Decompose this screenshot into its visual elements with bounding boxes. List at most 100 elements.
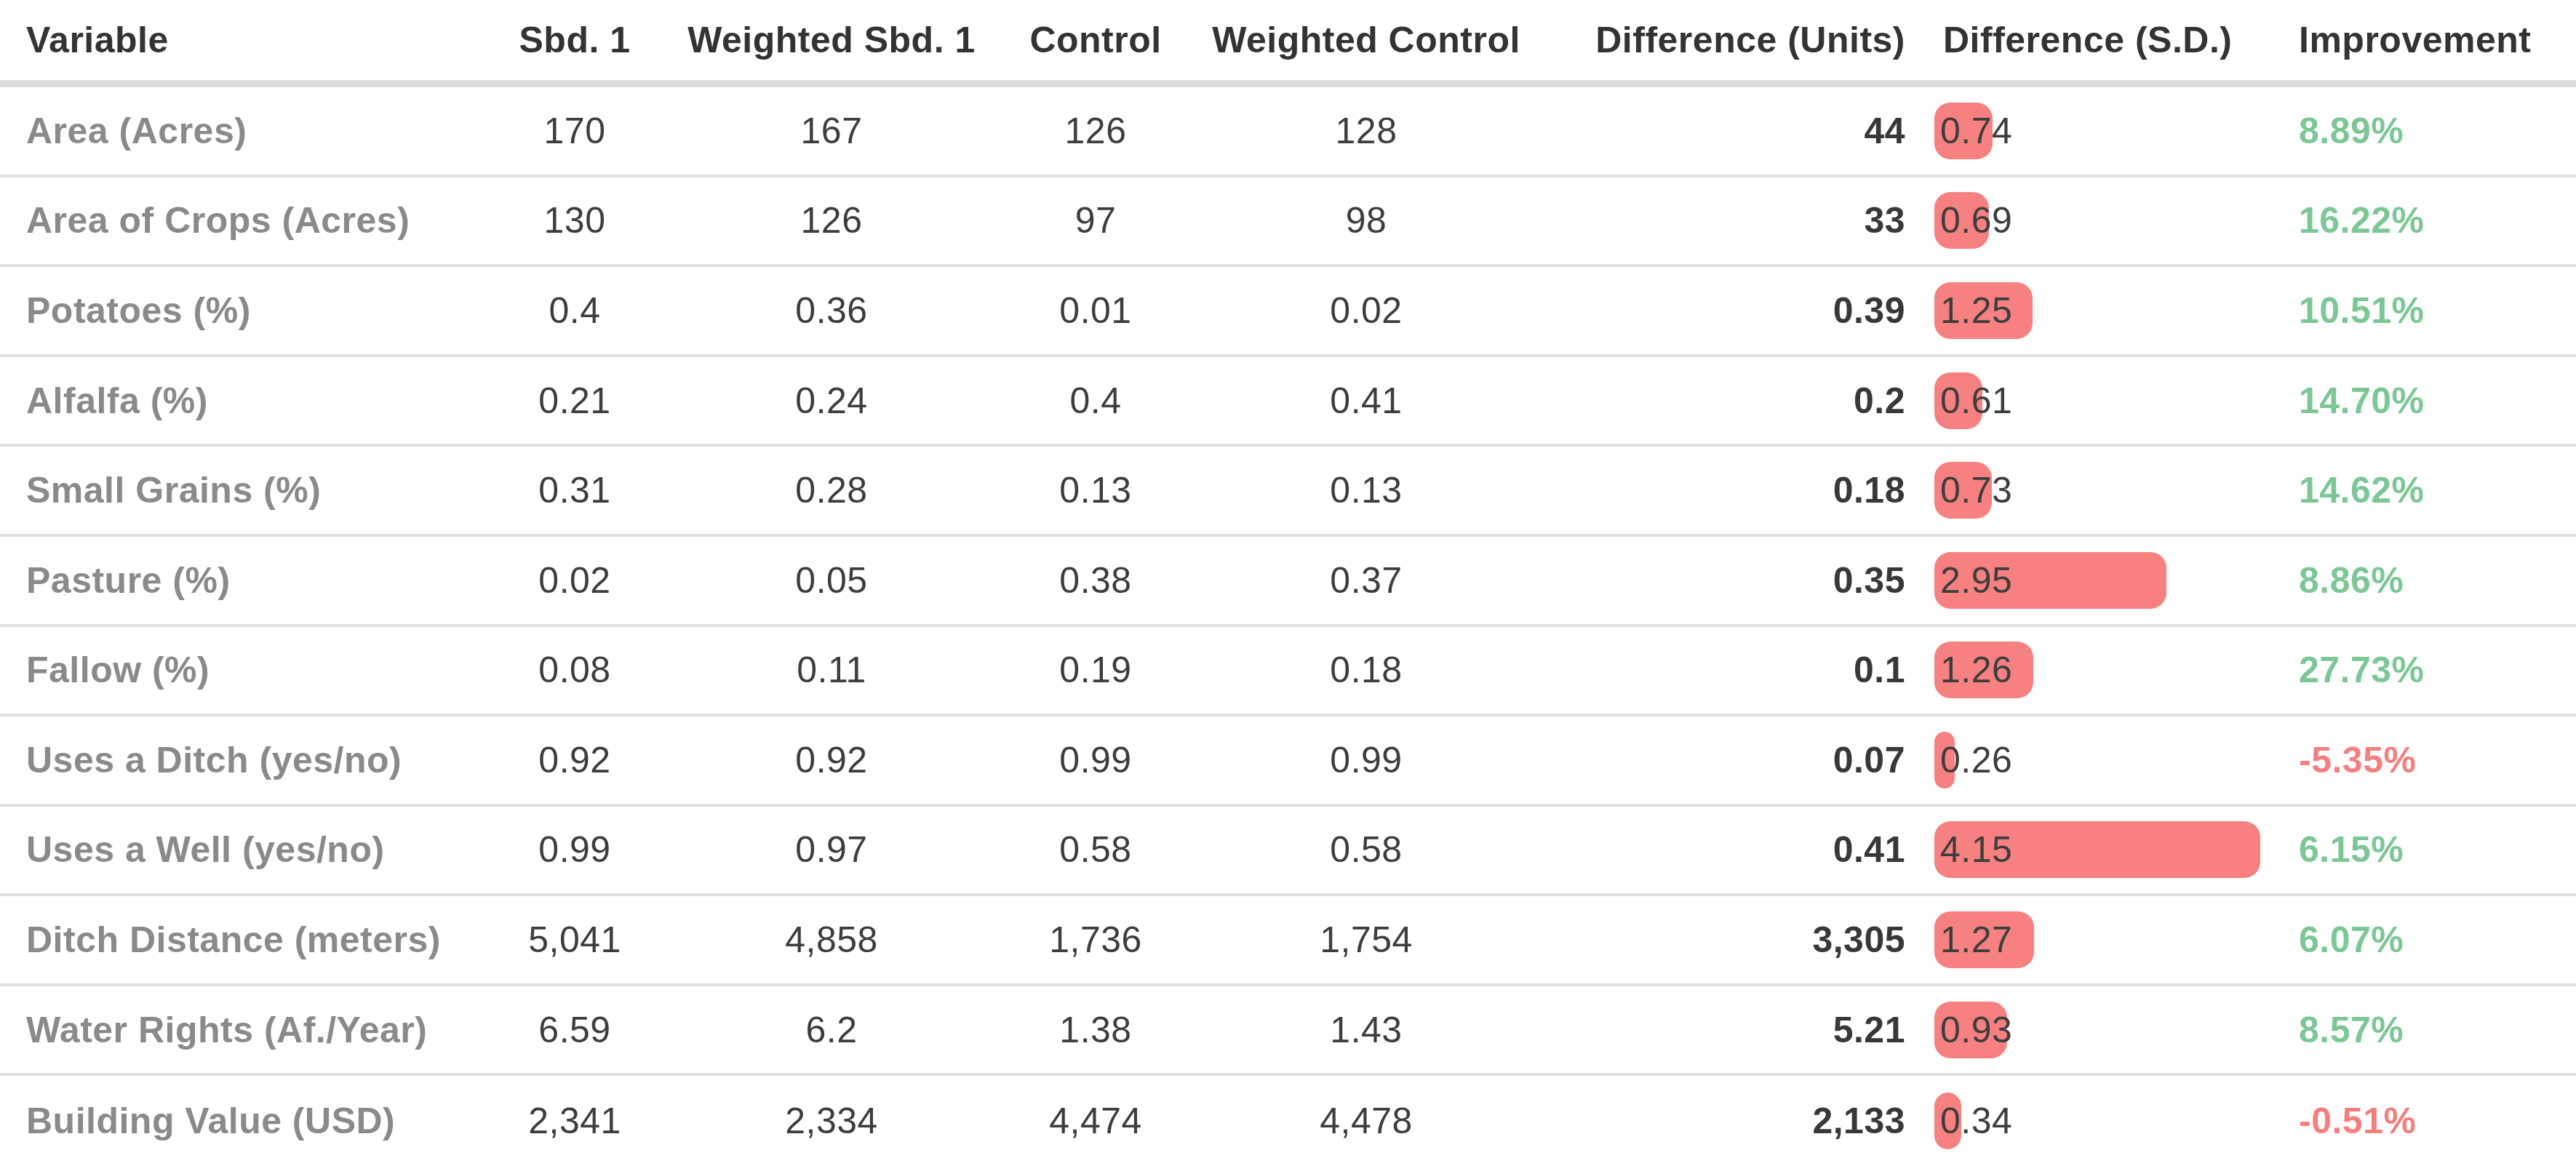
- cell-difference-units: 0.07: [1506, 716, 1934, 804]
- weighted-sbd1-value: 0.97: [795, 828, 867, 871]
- difference-units-value: 0.35: [1833, 559, 1905, 602]
- variable-label: Pasture (%): [26, 559, 231, 602]
- cell-sbd1: 0.4: [451, 267, 698, 354]
- cell-improvement: 8.86%: [2299, 537, 2576, 624]
- weighted-control-value: 0.58: [1330, 828, 1402, 871]
- improvement-value: 10.51%: [2299, 289, 2425, 332]
- cell-weighted-sbd1: 0.28: [698, 447, 965, 534]
- header-sbd1-label: Sbd. 1: [519, 19, 630, 61]
- cell-improvement: 8.57%: [2299, 986, 2576, 1074]
- cell-control: 0.4: [965, 357, 1227, 444]
- cell-variable: Potatoes (%): [0, 267, 451, 354]
- difference-sd-value: 2.95: [1934, 559, 2012, 602]
- control-value: 126: [1065, 110, 1127, 152]
- cell-weighted-control: 0.02: [1227, 267, 1506, 354]
- weighted-control-value: 0.13: [1330, 469, 1402, 511]
- weighted-control-value: 128: [1336, 110, 1397, 152]
- difference-units-value: 3,305: [1812, 919, 1905, 961]
- improvement-value: 27.73%: [2299, 649, 2425, 691]
- header-sbd1: Sbd. 1: [451, 0, 698, 80]
- cell-weighted-sbd1: 126: [698, 177, 965, 265]
- improvement-value: 8.57%: [2299, 1009, 2404, 1051]
- cell-control: 0.38: [965, 537, 1227, 624]
- control-value: 1,736: [1049, 919, 1142, 961]
- variable-label: Alfalfa (%): [26, 380, 208, 422]
- cell-difference-sd: 0.34: [1934, 1076, 2299, 1166]
- sbd1-value: 170: [544, 110, 606, 152]
- cell-difference-sd: 0.93: [1934, 986, 2299, 1074]
- cell-sbd1: 2,341: [451, 1076, 698, 1166]
- cell-weighted-control: 1.43: [1227, 986, 1506, 1074]
- table-row: Pasture (%) 0.02 0.05 0.38 0.37 0.35 2.9…: [0, 537, 2576, 627]
- cell-variable: Building Value (USD): [0, 1076, 451, 1166]
- cell-weighted-sbd1: 2,334: [698, 1076, 965, 1166]
- cell-difference-sd: 2.95: [1934, 537, 2299, 624]
- cell-control: 126: [965, 87, 1227, 175]
- cell-difference-units: 0.39: [1506, 267, 1934, 354]
- header-weighted-control: Weighted Control: [1227, 0, 1506, 80]
- improvement-value: -5.35%: [2299, 739, 2416, 781]
- sbd1-value: 0.92: [538, 739, 610, 781]
- difference-units-value: 0.39: [1833, 289, 1905, 332]
- improvement-value: 16.22%: [2299, 199, 2425, 241]
- sbd1-value: 0.99: [538, 828, 610, 871]
- cell-sbd1: 5,041: [451, 896, 698, 983]
- cell-sbd1: 170: [451, 87, 698, 175]
- variable-label: Uses a Ditch (yes/no): [26, 739, 402, 781]
- cell-control: 0.99: [965, 716, 1227, 804]
- cell-improvement: 14.70%: [2299, 357, 2576, 444]
- weighted-sbd1-value: 167: [801, 110, 863, 152]
- cell-variable: Uses a Ditch (yes/no): [0, 716, 451, 804]
- control-value: 1.38: [1059, 1009, 1131, 1051]
- cell-weighted-control: 0.18: [1227, 627, 1506, 714]
- cell-difference-sd: 0.69: [1934, 177, 2299, 265]
- table-row: Small Grains (%) 0.31 0.28 0.13 0.13 0.1…: [0, 447, 2576, 537]
- cell-improvement: 8.89%: [2299, 87, 2576, 175]
- cell-weighted-sbd1: 0.92: [698, 716, 965, 804]
- cell-variable: Area of Crops (Acres): [0, 177, 451, 265]
- weighted-control-value: 1.43: [1330, 1009, 1402, 1051]
- control-value: 0.4: [1069, 380, 1121, 422]
- cell-variable: Alfalfa (%): [0, 357, 451, 444]
- cell-difference-sd: 1.25: [1934, 267, 2299, 354]
- difference-units-value: 5.21: [1833, 1009, 1905, 1051]
- difference-units-value: 0.1: [1854, 649, 1905, 691]
- cell-weighted-control: 0.58: [1227, 807, 1506, 894]
- header-weighted-sbd1: Weighted Sbd. 1: [698, 0, 965, 80]
- table-row: Building Value (USD) 2,341 2,334 4,474 4…: [0, 1076, 2576, 1166]
- cell-control: 4,474: [965, 1076, 1227, 1166]
- sbd1-value: 6.59: [538, 1009, 610, 1051]
- cell-difference-units: 44: [1506, 87, 1934, 175]
- cell-weighted-control: 0.13: [1227, 447, 1506, 534]
- improvement-value: 8.86%: [2299, 559, 2404, 602]
- difference-sd-value: 0.69: [1934, 199, 2012, 241]
- weighted-control-value: 0.99: [1330, 739, 1402, 781]
- cell-sbd1: 130: [451, 177, 698, 265]
- improvement-value: 8.89%: [2299, 110, 2404, 152]
- variable-label: Fallow (%): [26, 649, 210, 691]
- table-row: Fallow (%) 0.08 0.11 0.19 0.18 0.1 1.26 …: [0, 627, 2576, 717]
- cell-variable: Fallow (%): [0, 627, 451, 714]
- header-difference-units-label: Difference (Units): [1595, 19, 1905, 61]
- control-value: 0.58: [1059, 828, 1131, 871]
- cell-control: 97: [965, 177, 1227, 265]
- variable-label: Area (Acres): [26, 110, 247, 152]
- variable-label: Potatoes (%): [26, 289, 251, 332]
- variable-label: Building Value (USD): [26, 1100, 395, 1142]
- sbd1-value: 2,341: [528, 1100, 621, 1142]
- difference-sd-value: 0.93: [1934, 1009, 2012, 1051]
- difference-sd-value: 0.73: [1934, 469, 2012, 511]
- control-value: 4,474: [1049, 1100, 1142, 1142]
- table-row: Water Rights (Af./Year) 6.59 6.2 1.38 1.…: [0, 986, 2576, 1077]
- weighted-sbd1-value: 0.24: [795, 380, 867, 422]
- table-row: Potatoes (%) 0.4 0.36 0.01 0.02 0.39 1.2…: [0, 267, 2576, 357]
- cell-control: 0.01: [965, 267, 1227, 354]
- cell-difference-sd: 4.15: [1934, 807, 2299, 894]
- difference-units-value: 0.2: [1854, 380, 1905, 422]
- cell-control: 1.38: [965, 986, 1227, 1074]
- header-variable-label: Variable: [26, 19, 169, 61]
- cell-weighted-sbd1: 0.97: [698, 807, 965, 894]
- improvement-value: 14.70%: [2299, 380, 2425, 422]
- difference-sd-value: 0.34: [1934, 1100, 2012, 1142]
- cell-weighted-sbd1: 167: [698, 87, 965, 175]
